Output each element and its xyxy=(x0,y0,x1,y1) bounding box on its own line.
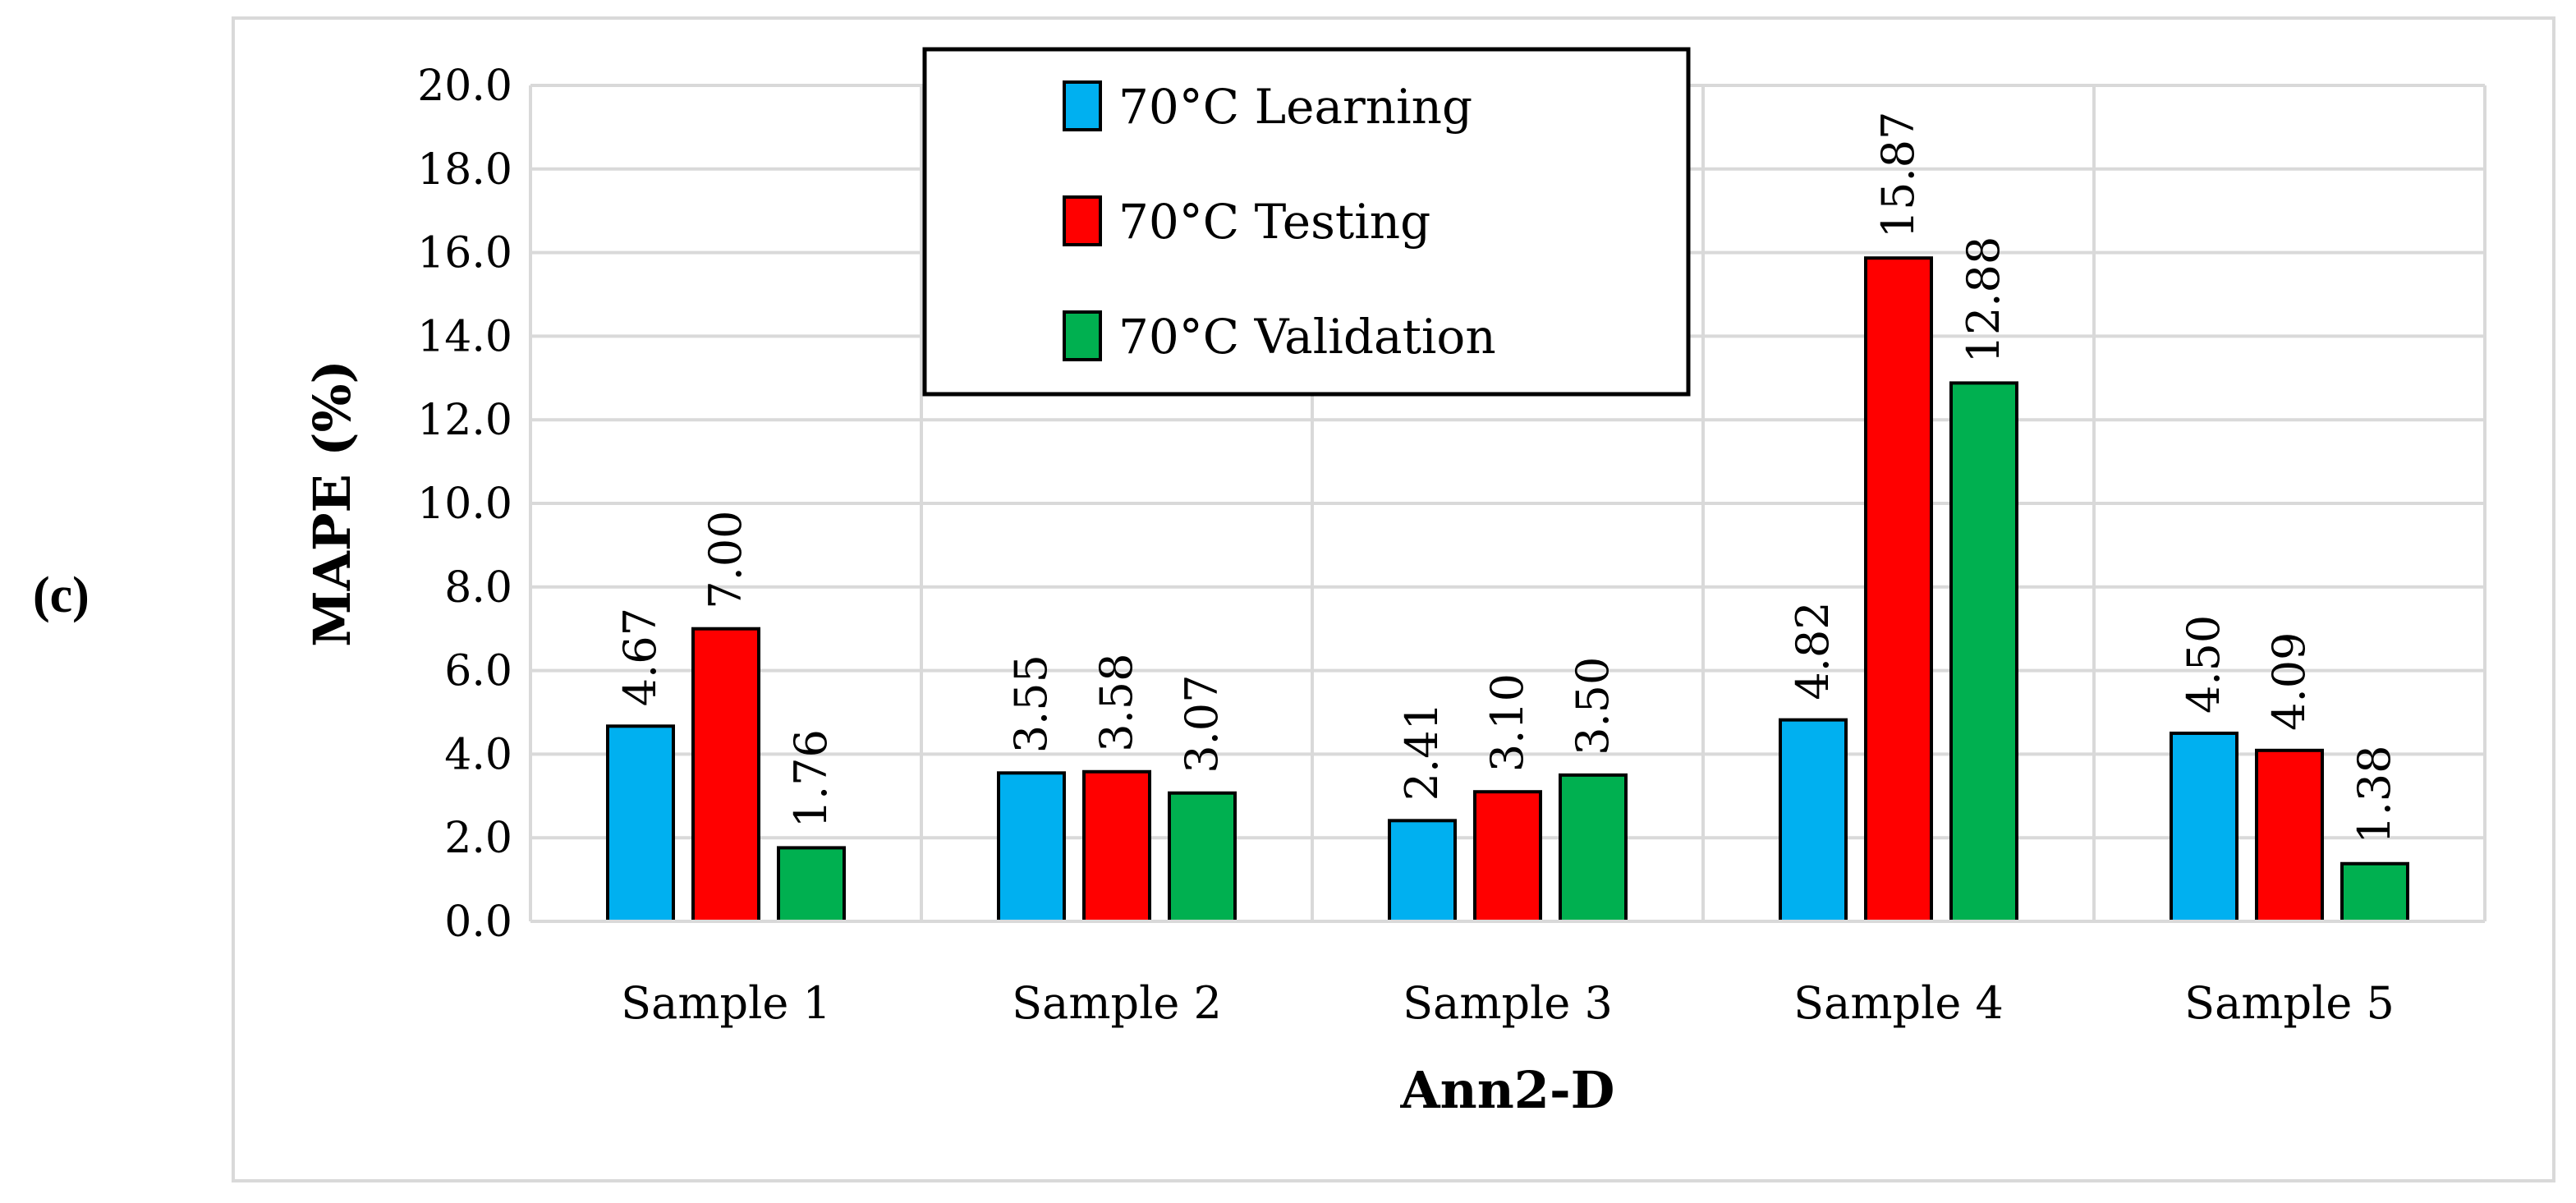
bar-learning xyxy=(2170,731,2239,924)
legend-label-validation: 70°C Validation xyxy=(1118,309,1496,365)
bar-testing xyxy=(1864,256,1933,924)
mape-bar-chart: 4.67 7.00 1.76 3.55 3.58 3.07 2.41 3.10 3.50 4.82… xyxy=(302,47,2486,1120)
data-label-learning: 3.55 xyxy=(1005,654,1057,753)
data-label-validation: 1.76 xyxy=(785,729,837,828)
x-tick-label: Sample 3 xyxy=(1403,977,1613,1029)
bar-validation xyxy=(777,846,846,924)
y-tick-label: 20.0 xyxy=(417,62,512,111)
data-label-learning: 4.82 xyxy=(1787,601,1839,700)
y-tick-label: 2.0 xyxy=(444,814,512,863)
legend-label-learning: 70°C Learning xyxy=(1118,79,1472,135)
data-label-testing: 3.10 xyxy=(1481,673,1533,772)
data-label-testing: 7.00 xyxy=(700,510,751,608)
y-tick-label: 12.0 xyxy=(417,396,512,445)
data-labels: 4.67 7.00 1.76 3.55 3.58 3.07 2.41 3.10 3.50 4.82… xyxy=(614,112,2400,844)
data-label-learning: 2.41 xyxy=(1396,702,1448,801)
bar-testing xyxy=(691,627,760,923)
gridlines xyxy=(529,84,2486,921)
legend-box xyxy=(922,47,1691,397)
data-label-validation: 12.88 xyxy=(1958,236,2009,364)
axes: 0.0 2.0 4.0 6.0 8.0 10.0 12.0 14.0 16.0 18.0 20.0 S… xyxy=(302,62,2485,1120)
y-tick-label: 16.0 xyxy=(417,229,512,278)
data-label-learning: 4.67 xyxy=(614,608,666,706)
y-tick-label: 6.0 xyxy=(444,647,512,696)
bar-testing xyxy=(1473,790,1542,924)
legend-swatch-validation xyxy=(1063,310,1102,361)
bar-validation xyxy=(1168,791,1237,923)
bars xyxy=(606,256,2409,924)
y-tick-label: 14.0 xyxy=(417,312,512,361)
x-tick-label: Sample 2 xyxy=(1012,977,1222,1029)
y-axis-title: MAPE (%) xyxy=(302,360,362,647)
bar-learning xyxy=(1779,718,1848,923)
bar-learning xyxy=(1388,819,1457,923)
bar-validation xyxy=(1949,381,2018,923)
bar-learning xyxy=(606,724,675,923)
x-tick-label: Sample 5 xyxy=(2184,977,2395,1029)
panel-label: (c) xyxy=(33,567,90,623)
y-tick-label: 18.0 xyxy=(417,145,512,195)
x-tick-label: Sample 1 xyxy=(621,977,831,1029)
y-tick-label: 0.0 xyxy=(444,898,512,947)
data-label-learning: 4.50 xyxy=(2178,615,2229,714)
data-label-validation: 1.38 xyxy=(2349,746,2400,844)
y-tick-label: 8.0 xyxy=(444,563,512,613)
data-label-validation: 3.50 xyxy=(1567,657,1619,755)
data-label-testing: 15.87 xyxy=(1872,112,1924,239)
bar-testing xyxy=(2255,748,2324,923)
legend-swatch-testing xyxy=(1063,195,1102,246)
bar-validation xyxy=(2340,861,2409,924)
data-label-validation: 3.07 xyxy=(1176,675,1228,774)
legend-swatch-learning xyxy=(1063,80,1102,131)
y-tick-label: 10.0 xyxy=(417,480,512,529)
x-tick-label: Sample 4 xyxy=(1793,977,2004,1029)
chart-frame: 4.67 7.00 1.76 3.55 3.58 3.07 2.41 3.10 3.50 4.82… xyxy=(232,16,2555,1182)
data-label-testing: 3.58 xyxy=(1091,654,1142,752)
legend: 70°C Learning 70°C Testing 70°C Validation xyxy=(922,47,1691,397)
x-axis-title: Ann2-D xyxy=(1400,1060,1615,1120)
bar-learning xyxy=(997,771,1066,923)
bar-testing xyxy=(1082,769,1151,924)
bar-validation xyxy=(1559,773,1628,923)
y-tick-label: 4.0 xyxy=(444,730,512,779)
legend-label-testing: 70°C Testing xyxy=(1118,194,1430,250)
data-label-testing: 4.09 xyxy=(2263,632,2315,731)
